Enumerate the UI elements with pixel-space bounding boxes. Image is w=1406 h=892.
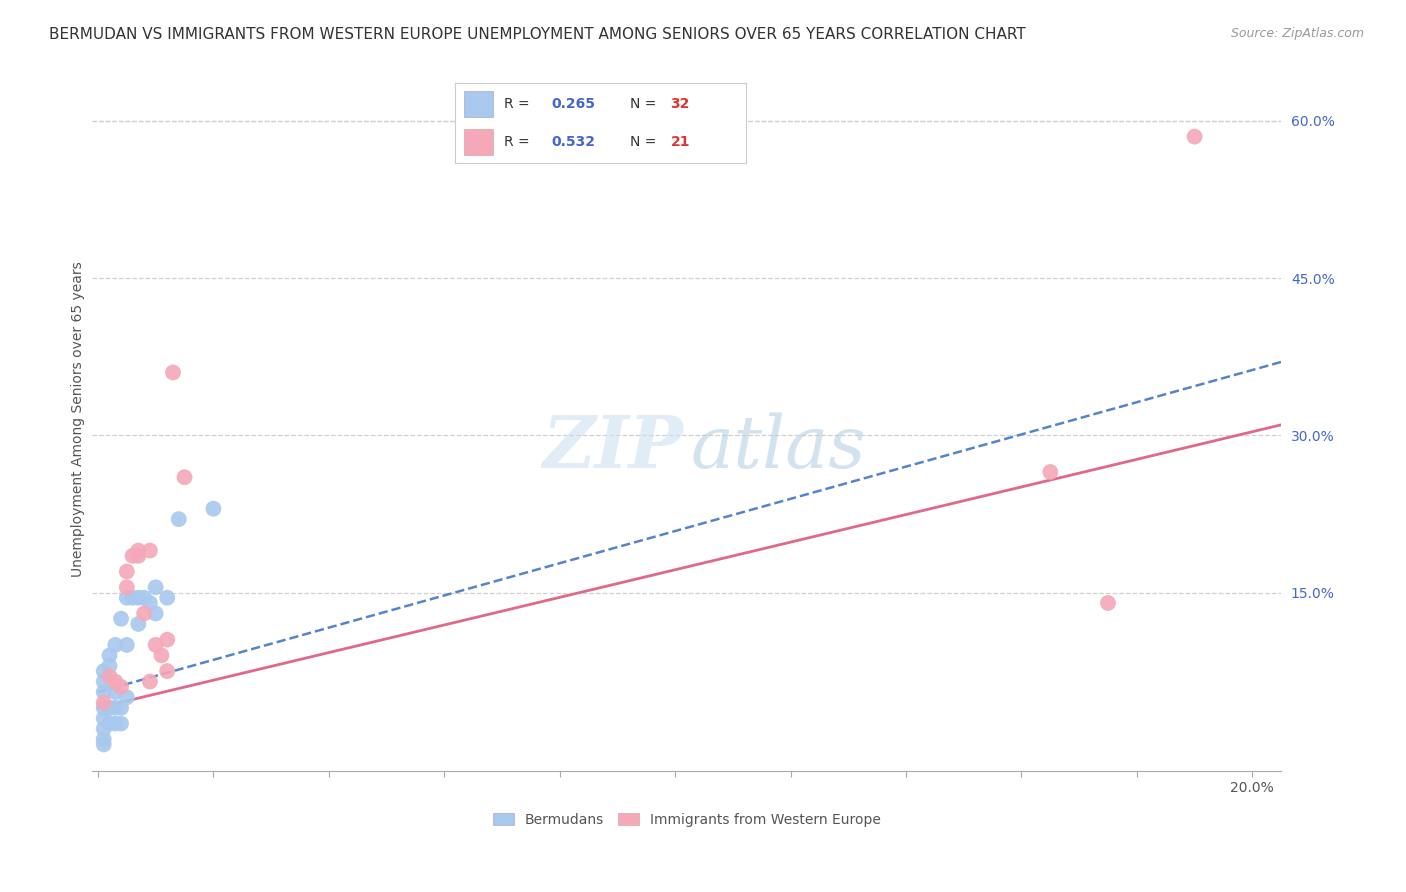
Point <box>1184 129 1206 144</box>
Point <box>150 648 173 663</box>
Point <box>98 716 121 731</box>
Point <box>93 711 115 725</box>
Point <box>127 549 149 563</box>
Point <box>110 700 132 714</box>
Point <box>145 580 167 594</box>
Point <box>167 512 190 526</box>
Point <box>162 366 184 380</box>
Point <box>115 580 138 594</box>
Point <box>139 674 162 689</box>
Point <box>115 565 138 579</box>
Point <box>93 738 115 752</box>
Text: atlas: atlas <box>690 412 866 483</box>
Point <box>156 664 179 678</box>
Point <box>202 501 225 516</box>
Point <box>139 543 162 558</box>
Point <box>134 607 156 621</box>
Point <box>93 722 115 736</box>
Point <box>1039 465 1062 479</box>
Point <box>115 638 138 652</box>
Legend: Bermudans, Immigrants from Western Europe: Bermudans, Immigrants from Western Europ… <box>486 806 887 834</box>
Point <box>110 612 132 626</box>
Point <box>93 732 115 747</box>
Point <box>156 591 179 605</box>
Point <box>139 596 162 610</box>
Point <box>93 700 115 714</box>
Point <box>110 716 132 731</box>
Point <box>98 648 121 663</box>
Point <box>115 690 138 705</box>
Point <box>98 658 121 673</box>
Point <box>104 638 127 652</box>
Point <box>127 616 149 631</box>
Point <box>121 549 143 563</box>
Point <box>145 638 167 652</box>
Text: BERMUDAN VS IMMIGRANTS FROM WESTERN EUROPE UNEMPLOYMENT AMONG SENIORS OVER 65 YE: BERMUDAN VS IMMIGRANTS FROM WESTERN EURO… <box>49 27 1026 42</box>
Point <box>127 591 149 605</box>
Point <box>1097 596 1119 610</box>
Point <box>98 700 121 714</box>
Point <box>93 696 115 710</box>
Point <box>156 632 179 647</box>
Point <box>134 591 156 605</box>
Point <box>93 664 115 678</box>
Point <box>127 543 149 558</box>
Point <box>110 680 132 694</box>
Text: ZIP: ZIP <box>543 412 683 483</box>
Point <box>93 685 115 699</box>
Text: Source: ZipAtlas.com: Source: ZipAtlas.com <box>1230 27 1364 40</box>
Y-axis label: Unemployment Among Seniors over 65 years: Unemployment Among Seniors over 65 years <box>72 261 86 577</box>
Point <box>93 674 115 689</box>
Point <box>173 470 195 484</box>
Point <box>104 700 127 714</box>
Point <box>104 716 127 731</box>
Point <box>121 591 143 605</box>
Point <box>98 669 121 683</box>
Point <box>115 591 138 605</box>
Point <box>104 674 127 689</box>
Point <box>104 685 127 699</box>
Point <box>145 607 167 621</box>
